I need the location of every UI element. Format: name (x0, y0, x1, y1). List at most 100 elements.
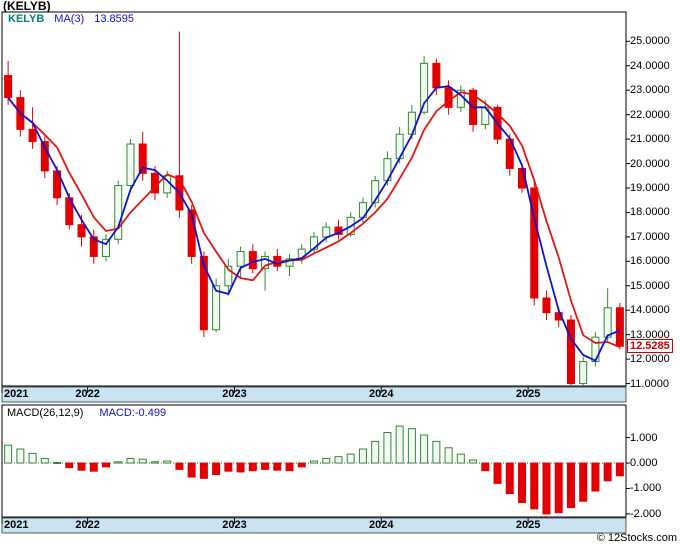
price-axis-label: 16.0000 (630, 255, 670, 268)
macd-bar-positive (420, 434, 429, 464)
candle-down (4, 75, 13, 99)
chart-title: (KELYB) (3, 0, 51, 13)
candle-up (224, 265, 233, 287)
macd-bar-negative (530, 462, 539, 510)
macd-bar-positive (346, 453, 355, 464)
candle-down (199, 255, 208, 331)
macd-bar-negative (554, 462, 563, 514)
macd-bar-negative (77, 462, 86, 471)
x-axis-year-label-bottom: 2021 (4, 519, 29, 531)
price-axis-label: 17.0000 (630, 230, 670, 243)
candle-up (261, 255, 270, 270)
macd-value-label: MACD:-0.499 (99, 407, 167, 419)
x-axis-year-label-bottom: 2025 (515, 519, 541, 531)
macd-bar-negative (579, 462, 588, 502)
macd-bar-negative (102, 462, 110, 468)
macd-bar-negative (273, 462, 282, 471)
macd-bar-positive (4, 444, 13, 464)
macd-bar-positive (40, 457, 49, 464)
x-axis-year-label-bottom: 2022 (75, 519, 100, 531)
macd-bar-positive (114, 461, 123, 464)
macd-axis-label: -2.000 (630, 507, 662, 520)
macd-bar-negative (542, 462, 551, 515)
candle-up (579, 361, 588, 385)
candle-up (126, 143, 135, 187)
legend-symbol: KELYB (8, 13, 45, 25)
macd-bar-negative (297, 462, 306, 468)
macd-bar-positive (163, 460, 172, 464)
macd-bar-negative (187, 462, 196, 478)
price-axis-label: 20.0000 (630, 157, 670, 170)
legend-ma-label: MA(3) (54, 13, 85, 25)
x-axis-year-label-bottom: 2024 (369, 519, 394, 531)
candle-up (212, 285, 221, 331)
macd-header: MACD(26,12,9) MACD:-0.499 (7, 407, 166, 419)
macd-bar-positive (456, 453, 465, 464)
candle-down (77, 224, 86, 238)
macd-bar-positive (334, 456, 343, 464)
x-axis-year-label-top: 2025 (515, 388, 541, 400)
candle-down (248, 251, 257, 270)
macd-bar-positive (28, 452, 37, 464)
macd-bar-positive (395, 425, 404, 464)
candle-down (530, 187, 539, 299)
candle-down (187, 209, 196, 257)
price-axis-label: 11.0000 (630, 377, 669, 390)
macd-bar-negative (248, 462, 257, 472)
macd-axis-label: 1.000 (630, 431, 658, 444)
copyright-watermark: © 12Stocks.com (596, 532, 677, 544)
price-panel (1, 11, 627, 387)
macd-bar-negative (236, 462, 245, 473)
candle-down (566, 319, 575, 385)
macd-bar-positive (371, 440, 380, 464)
candle-down (432, 62, 441, 89)
macd-bar-positive (16, 448, 25, 464)
macd-params-label: MACD(26,12,9) (7, 407, 84, 419)
price-axis-label: 19.0000 (630, 182, 670, 194)
price-axis-label: 15.0000 (630, 279, 670, 292)
macd-bar-positive (126, 457, 135, 464)
macd-bar-negative (603, 462, 612, 482)
price-axis-label: 18.0000 (630, 206, 670, 219)
macd-bar-negative (493, 462, 502, 484)
ma-fast-line (7, 85, 621, 362)
macd-bar-negative (89, 462, 98, 472)
ma-slow-line (7, 91, 621, 349)
macd-bar-negative (65, 462, 74, 469)
candle-up (322, 226, 331, 238)
candle-up (371, 180, 380, 204)
x-axis-year-label-bottom: 2023 (222, 519, 247, 531)
candle-down (542, 297, 551, 314)
macd-bar-positive (322, 457, 331, 464)
candle-up (114, 185, 123, 240)
price-axis-label: 23.0000 (630, 84, 670, 97)
x-axis-band-bottom (1, 517, 627, 534)
macd-axis-label: -1.000 (630, 482, 662, 495)
candle-down (89, 236, 98, 257)
macd-axis-label: 0.000 (630, 457, 658, 470)
macd-bar-negative (566, 462, 575, 509)
macd-bar-negative (285, 462, 294, 472)
macd-bar-positive (150, 461, 159, 464)
legend-ma-value: 13.8595 (94, 13, 134, 25)
price-axis-label: 12.0000 (630, 353, 670, 366)
price-axis-label: 25.0000 (630, 35, 670, 48)
macd-bar-negative (199, 462, 208, 479)
candle-up (285, 258, 294, 267)
macd-bar-positive (358, 448, 367, 464)
macd-bar-negative (261, 462, 270, 470)
macd-bar-negative (481, 462, 490, 472)
macd-bar-positive (469, 459, 478, 464)
price-axis-label: 21.0000 (630, 133, 670, 146)
macd-bar-negative (175, 462, 184, 470)
candle-down (28, 128, 37, 143)
x-axis-year-label-top: 2022 (75, 388, 100, 400)
price-axis-label: 13.0000 (630, 328, 670, 341)
candle-up (102, 238, 110, 257)
candle-down (444, 87, 453, 108)
x-axis-year-label-top: 2023 (222, 388, 247, 400)
macd-bar-negative (591, 462, 600, 492)
price-axis-label: 24.0000 (630, 59, 670, 72)
